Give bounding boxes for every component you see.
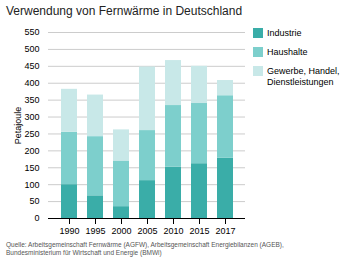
svg-text:100: 100 (24, 180, 39, 190)
html-text:Quelle: Arbeitsgemeinschaft Fe: Quelle: Arbeitsgemeinschaft Fernwärme (A… (6, 241, 284, 256)
svg-text:150: 150 (24, 163, 39, 173)
svg-text:350: 350 (24, 95, 39, 105)
svg-text:250: 250 (24, 129, 39, 139)
html-text:Haushalte: Haushalte (267, 47, 308, 57)
svg-text:2010: 2010 (163, 226, 183, 236)
html-text:Verwendung von Fernwärme in De: Verwendung von Fernwärme in Deutschland (6, 4, 243, 18)
svg-text:200: 200 (24, 146, 39, 156)
html-text:Gewerbe, Handel, Dienstleistun: Gewerbe, Handel, Dienstleistungen (267, 66, 340, 87)
svg-text:300: 300 (24, 112, 39, 122)
svg-text:500: 500 (24, 44, 39, 54)
svg-text:Petajoule: Petajoule (13, 107, 23, 145)
svg-text:2015: 2015 (189, 226, 209, 236)
svg-text:1995: 1995 (85, 226, 105, 236)
svg-text:450: 450 (24, 61, 39, 71)
svg-text:1990: 1990 (59, 226, 79, 236)
svg-text:2005: 2005 (137, 226, 157, 236)
svg-text:2017: 2017 (215, 226, 235, 236)
svg-text:550: 550 (24, 27, 39, 37)
svg-text:0: 0 (34, 213, 39, 223)
svg-text:50: 50 (29, 196, 39, 206)
html-text:Industrie: Industrie (267, 28, 302, 38)
svg-text:2000: 2000 (111, 226, 131, 236)
svg-text:400: 400 (24, 78, 39, 88)
